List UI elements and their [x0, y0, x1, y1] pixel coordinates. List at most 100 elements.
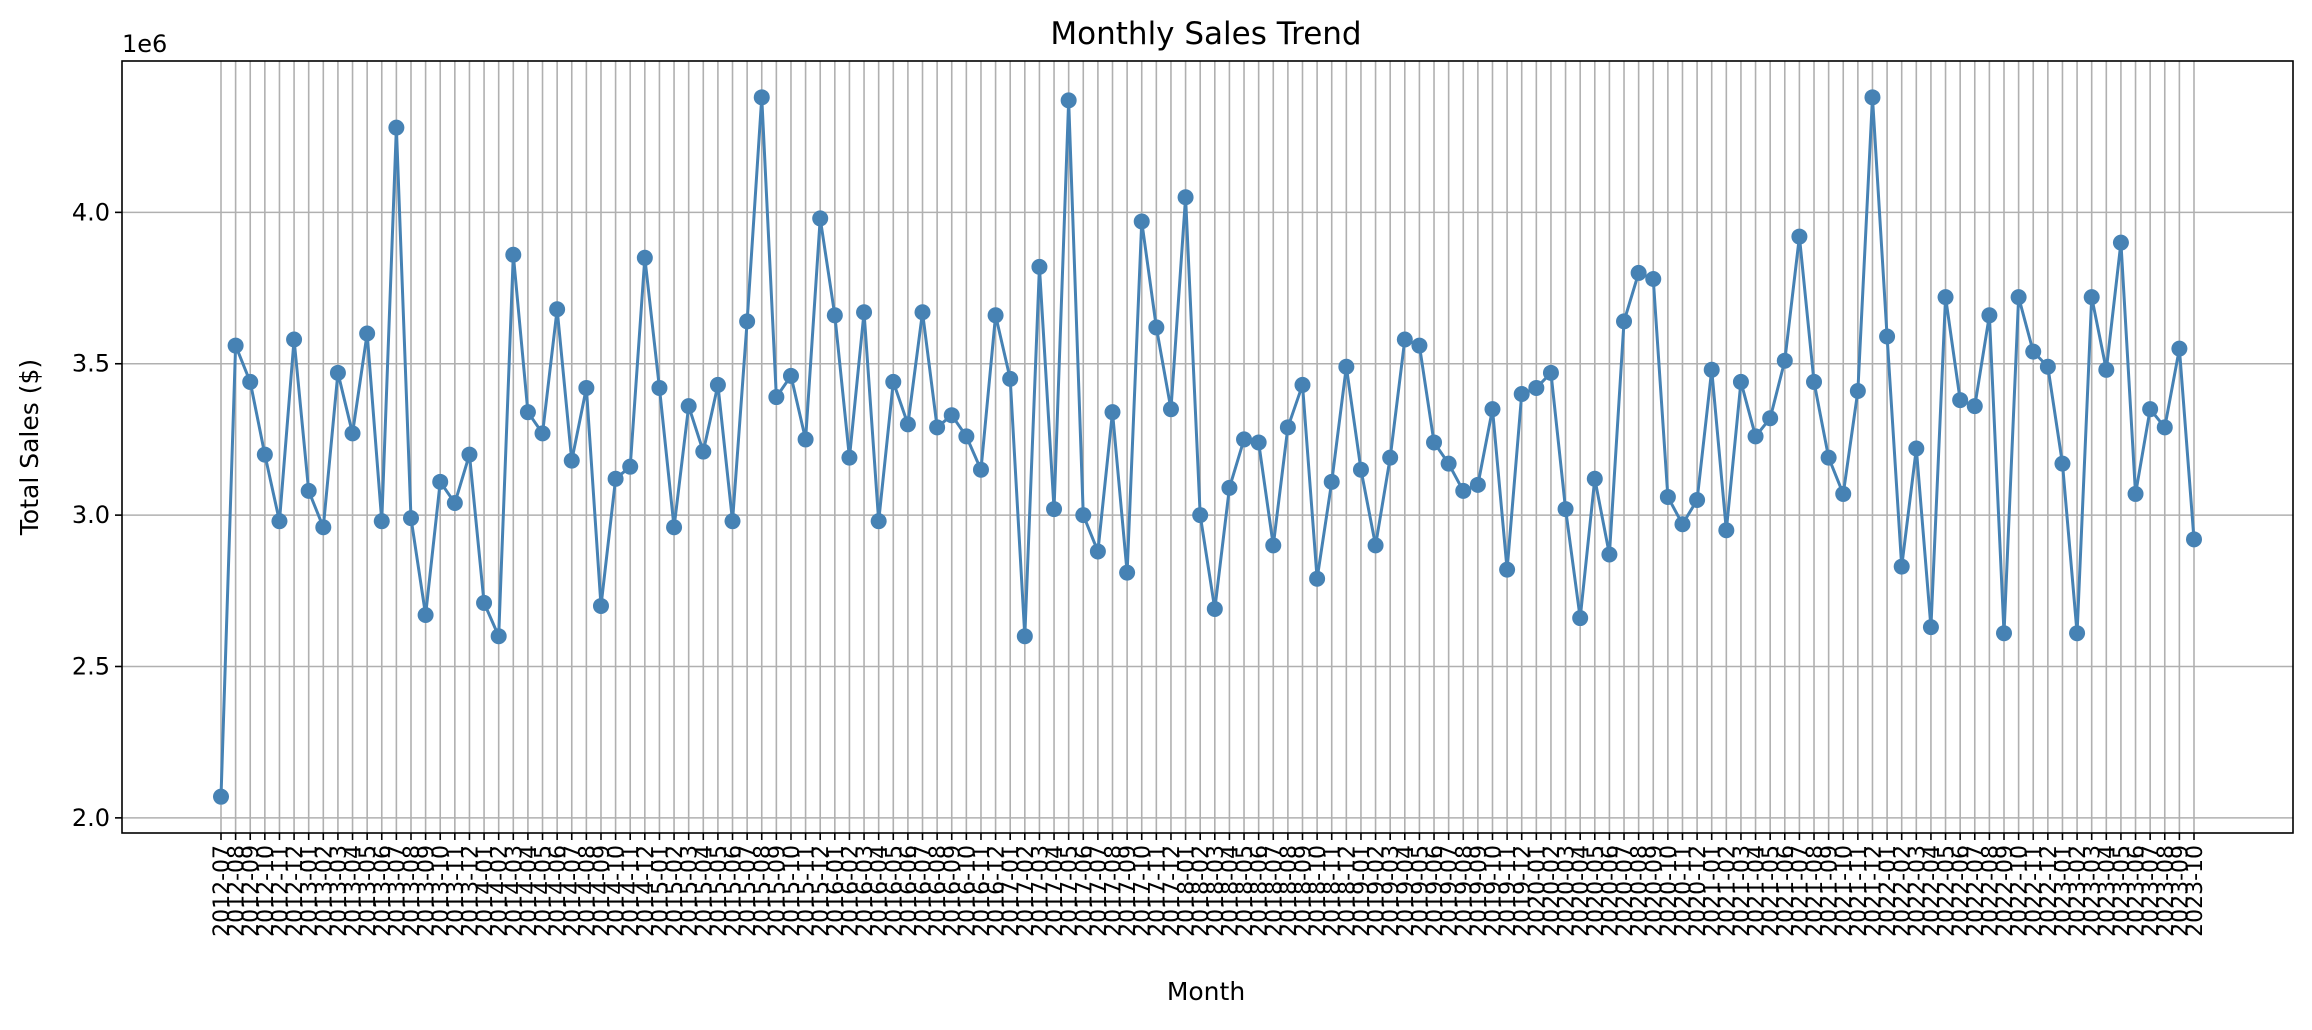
x-tick-label: 2018-04 — [1218, 845, 1243, 937]
x-tick-label: 2013-06 — [371, 845, 396, 937]
data-point — [1572, 610, 1589, 627]
x-tick-label: 2015-01 — [648, 845, 673, 937]
data-point — [1426, 434, 1443, 451]
x-tick-label: 2023-01 — [2051, 845, 2076, 937]
data-point — [417, 607, 434, 624]
data-point — [1996, 625, 2013, 642]
x-tick-label: 2017-02 — [1014, 845, 1039, 937]
x-tick-label: 2012-10 — [254, 845, 279, 937]
y-axis-label: Total Sales ($) — [15, 359, 44, 536]
x-tick-label: 2020-09 — [1642, 845, 1667, 937]
data-point — [651, 379, 668, 396]
data-point — [1162, 401, 1179, 418]
x-tick-label: 2016-09 — [941, 845, 966, 937]
x-tick-label: 2016-11 — [970, 845, 995, 937]
data-point — [1879, 328, 1896, 345]
data-point — [1776, 352, 1793, 369]
data-point — [1981, 307, 1998, 324]
x-tick-label: 2022-04 — [1920, 845, 1945, 937]
data-point — [256, 446, 273, 463]
x-tick-label: 2023-02 — [2066, 845, 2091, 937]
x-tick-label: 2018-08 — [1277, 845, 1302, 937]
x-tick-label: 2015-07 — [736, 845, 761, 937]
data-point — [1323, 473, 1340, 490]
x-tick-label: 2014-09 — [590, 845, 615, 937]
data-point — [1762, 410, 1779, 427]
x-tick-label: 2022-06 — [1949, 845, 1974, 937]
data-point — [1016, 628, 1033, 645]
data-point — [315, 519, 332, 536]
data-point — [329, 364, 346, 381]
x-tick-label: 2020-04 — [1569, 845, 1594, 937]
x-tick-label: 2021-10 — [1832, 845, 1857, 937]
data-point — [446, 495, 463, 512]
data-point — [1177, 189, 1194, 206]
data-point — [2186, 531, 2202, 548]
data-point — [1732, 373, 1749, 390]
plot-frame — [121, 60, 2294, 834]
data-point — [812, 210, 829, 227]
x-tick-label: 2015-09 — [765, 845, 790, 937]
x-tick-label: 2022-12 — [2037, 845, 2062, 937]
y-tick-label: 4.0 — [72, 198, 110, 226]
x-tick-label: 2013-08 — [400, 845, 425, 937]
x-tick-label: 2012-12 — [283, 845, 308, 937]
x-tick-label: 2014-06 — [546, 845, 571, 937]
x-tick-label: 2018-10 — [1306, 845, 1331, 937]
x-tick-label: 2019-08 — [1452, 845, 1477, 937]
data-point — [1747, 428, 1764, 445]
data-point — [2069, 625, 2086, 642]
data-point — [1849, 382, 1866, 399]
data-point — [856, 304, 873, 321]
y-tick-label: 2.5 — [72, 652, 110, 680]
x-tick-label: 2021-12 — [1861, 845, 1886, 937]
data-point — [782, 367, 799, 384]
data-point — [461, 446, 478, 463]
data-point — [1484, 401, 1501, 418]
x-tick-label: 2012-08 — [225, 845, 250, 937]
data-point — [885, 373, 902, 390]
x-tick-label: 2020-11 — [1671, 845, 1696, 937]
x-tick-label: 2021-06 — [1774, 845, 1799, 937]
x-tick-label: 2014-07 — [561, 845, 586, 937]
data-point — [987, 307, 1004, 324]
data-point — [1864, 89, 1881, 106]
x-tick-label: 2016-05 — [882, 845, 907, 937]
data-point — [1469, 476, 1486, 493]
x-tick-label: 2020-07 — [1613, 845, 1638, 937]
x-tick-label: 2015-11 — [795, 845, 820, 937]
data-point — [1279, 419, 1296, 436]
data-point — [2039, 358, 2056, 375]
x-tick-label: 2017-07 — [1087, 845, 1112, 937]
x-tick-label: 2017-08 — [1102, 845, 1127, 937]
x-tick-label: 2014-03 — [502, 845, 527, 937]
data-point — [1265, 537, 1282, 554]
data-point — [1396, 331, 1413, 348]
data-point — [1119, 564, 1136, 581]
x-tick-label: 2015-04 — [692, 845, 717, 937]
data-point — [680, 398, 697, 415]
x-tick-label: 2014-11 — [619, 845, 644, 937]
x-tick-label: 2021-11 — [1847, 845, 1872, 937]
data-point — [242, 373, 259, 390]
data-point — [914, 304, 931, 321]
data-point — [505, 246, 522, 263]
x-tick-label: 2016-08 — [926, 845, 951, 937]
x-tick-label: 2019-09 — [1467, 845, 1492, 937]
x-tick-label: 2015-02 — [663, 845, 688, 937]
x-tick-label: 2013-10 — [429, 845, 454, 937]
data-point — [1411, 337, 1428, 354]
data-points — [213, 89, 2202, 805]
data-point — [899, 416, 916, 433]
x-tick-label: 2019-07 — [1438, 845, 1463, 937]
data-point — [1060, 92, 1077, 109]
data-point — [592, 597, 609, 614]
x-tick-label: 2019-04 — [1394, 845, 1419, 937]
data-point — [1937, 289, 1954, 306]
data-point — [1031, 258, 1048, 275]
data-point — [1250, 434, 1267, 451]
y-axis-offset-label: 1e6 — [122, 30, 167, 58]
data-point — [1893, 558, 1910, 575]
y-tick-label: 3.0 — [72, 501, 110, 529]
